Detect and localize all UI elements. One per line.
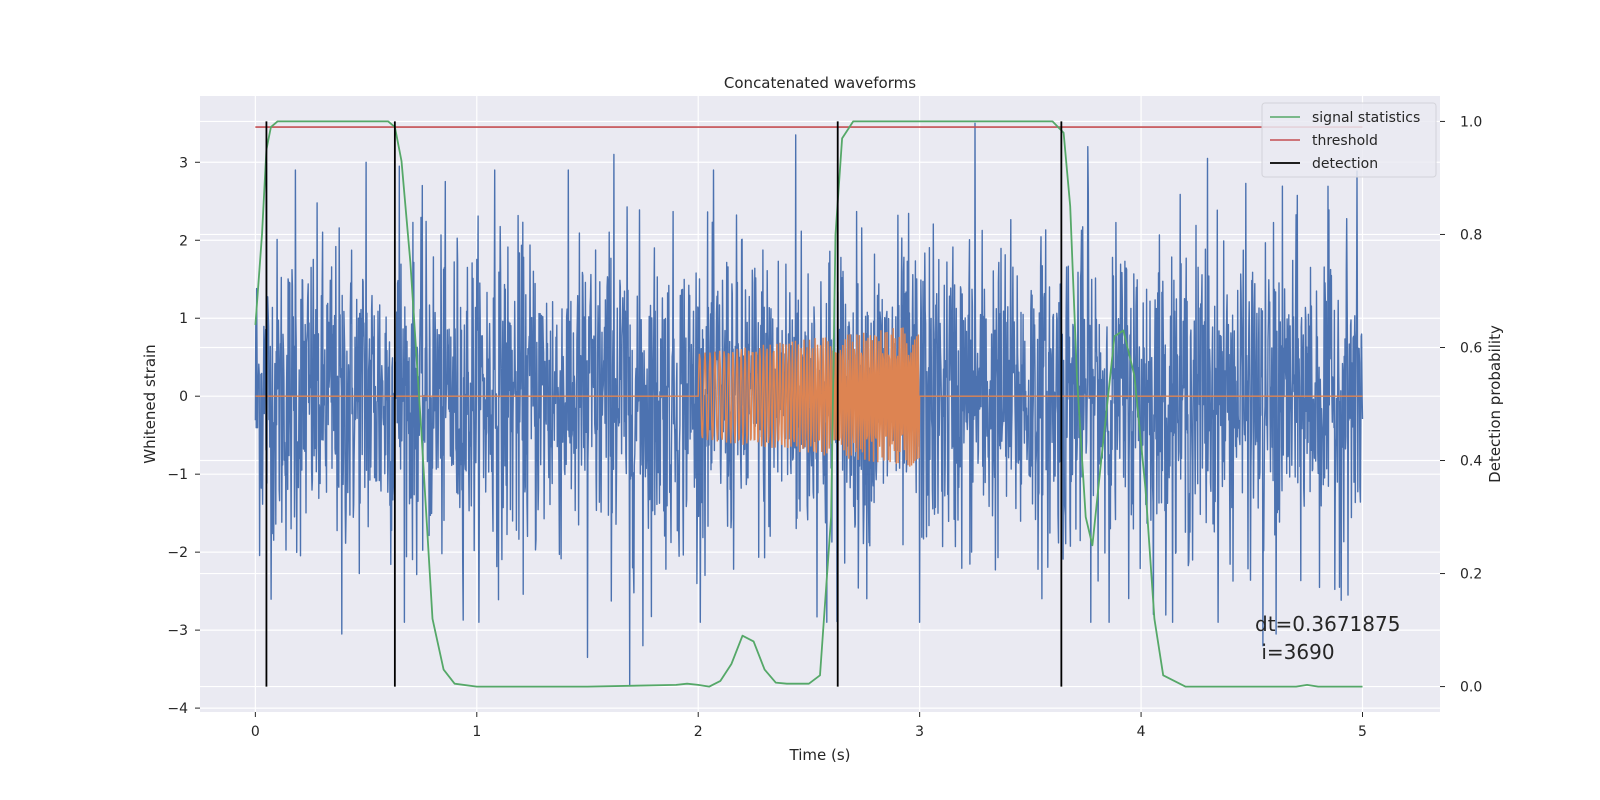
x-tick-label: 5 [1358,724,1367,740]
y-left-tick-label: 3 [179,155,188,171]
y-left-tick-label: 2 [179,233,188,249]
y-axis-right-label: Detection probability [1486,325,1504,483]
y-right-tick-label: 0.2 [1460,567,1482,583]
legend-detection-label: detection [1312,156,1378,172]
y-left-tick-label: −1 [167,467,188,483]
plot-area [254,120,1364,688]
y-right-tick-label: 1.0 [1460,114,1482,130]
y-axis-left: −4 −3 −2 −1 0 1 2 3 [167,155,200,717]
y-right-tick-label: 0.8 [1460,227,1482,243]
chart-title: Concatenated waveforms [724,74,916,92]
legend-signal-statistics-label: signal statistics [1312,110,1420,126]
x-tick-label: 3 [915,724,924,740]
annotation-i: i=3690 [1255,640,1335,664]
x-tick-label: 2 [694,724,703,740]
x-tick-label: 1 [472,724,481,740]
x-tick-label: 4 [1137,724,1146,740]
x-axis-label: Time (s) [789,746,851,764]
legend-threshold-label: threshold [1312,133,1378,149]
legend-box [1261,102,1437,178]
y-left-tick-label: −4 [167,701,188,717]
x-axis: 0 1 2 3 4 5 [251,712,1367,740]
y-right-tick-label: 0.4 [1460,454,1482,470]
legend: signal statistics threshold detection [1261,102,1437,178]
y-left-tick-label: 1 [179,311,188,327]
annotation-dt: dt=0.3671875 [1255,612,1400,636]
y-right-tick-label: 0.6 [1460,340,1482,356]
y-left-tick-label: −2 [167,545,188,561]
x-tick-label: 0 [251,724,260,740]
y-axis-left-label: Whitened strain [141,344,159,463]
y-right-tick-label: 0.0 [1460,680,1482,696]
signal-statistics-line [254,120,1363,688]
y-axis-right: 0.0 0.2 0.4 0.6 0.8 1.0 [1440,114,1482,696]
y-left-tick-label: 0 [179,389,188,405]
injected-chirp-line [255,327,1363,467]
y-left-tick-label: −3 [167,623,188,639]
